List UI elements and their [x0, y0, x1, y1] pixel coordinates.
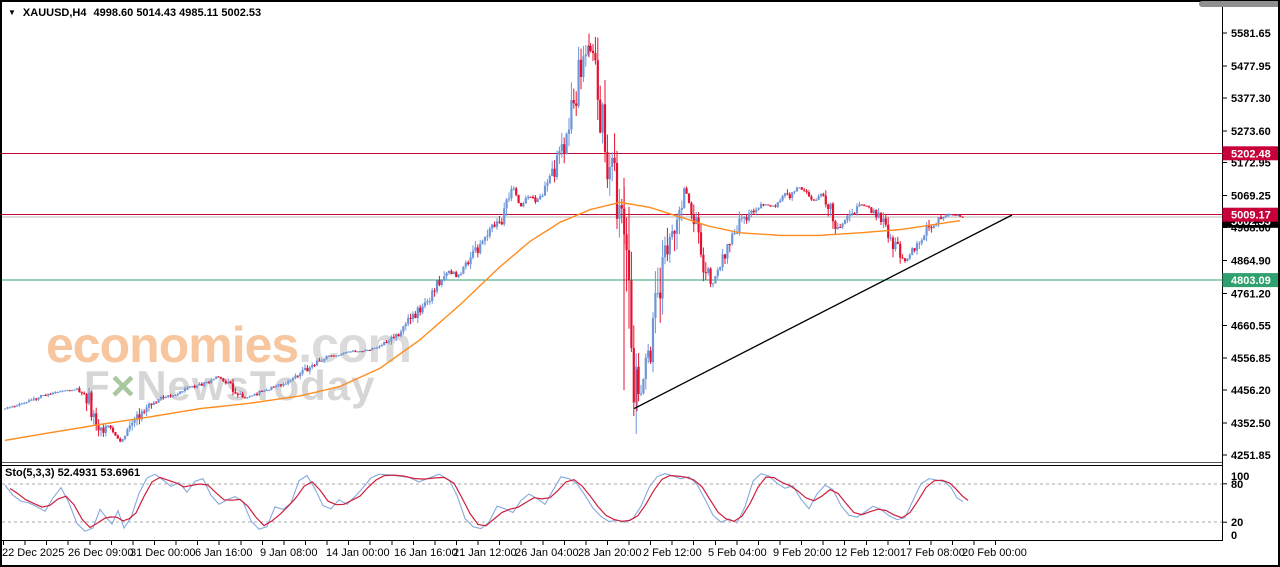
price-tick-label: 5377.30	[1231, 93, 1271, 105]
symbol-timeframe-label: XAUUSD,H4	[22, 7, 87, 19]
time-tick-label: 9 Jan 08:00	[260, 547, 318, 559]
time-tick-label: 28 Jan 20:00	[578, 547, 642, 559]
time-tick-label: 22 Dec 2025	[2, 547, 64, 559]
price-tick-label: 5069.25	[1231, 191, 1271, 203]
price-tag-resistance	[1222, 207, 1280, 222]
price-tick-label: 4456.20	[1231, 385, 1271, 397]
time-tick-label: 9 Feb 20:00	[773, 547, 832, 559]
price-tick-label: 4660.55	[1231, 320, 1271, 332]
stoch-scale-label: 100	[1231, 471, 1249, 483]
price-tick-label: 5477.95	[1231, 61, 1271, 73]
time-tick-label: 6 Jan 16:00	[195, 547, 253, 559]
time-tick-label: 2 Feb 12:00	[643, 547, 702, 559]
top-scrollbar-strip[interactable]	[1199, 1, 1278, 7]
price-tick-label: 5172.95	[1231, 158, 1271, 170]
price-tick-label: 5273.60	[1231, 126, 1271, 138]
time-tick-label: 26 Dec 09:00	[68, 547, 133, 559]
time-tick-label: 31 Dec 00:00	[130, 547, 195, 559]
time-tick-label: 14 Jan 00:00	[326, 547, 390, 559]
time-tick-label: 5 Feb 04:00	[708, 547, 767, 559]
time-tick-label: 12 Feb 12:00	[835, 547, 900, 559]
ascending-trendline[interactable]	[633, 214, 1013, 410]
price-tick-label: 4556.85	[1231, 353, 1271, 365]
price-tick-label: 4251.85	[1231, 450, 1271, 462]
time-tick-label: 16 Jan 16:00	[394, 547, 458, 559]
time-tick-label: 21 Jan 12:00	[453, 547, 517, 559]
price-tick-label: 4761.20	[1231, 288, 1271, 300]
candlestick-series	[3, 36, 964, 443]
stochastic-label: Sto(5,3,3) 52.4931 53.6961	[5, 467, 141, 479]
time-tick-label: 20 Feb 00:00	[962, 547, 1027, 559]
ohlc-readout: 4998.60 5014.43 4985.11 5002.53	[93, 7, 262, 19]
moving-average-line	[4, 201, 961, 442]
price-tick-label: 5581.65	[1231, 28, 1271, 40]
price-tick-label: 4352.50	[1231, 418, 1271, 430]
symbol-dropdown-icon[interactable]: ▼	[8, 8, 16, 17]
price-tag-label: 5202.48	[1231, 148, 1271, 160]
chart-header: ▼ XAUUSD,H4 4998.60 5014.43 4985.11 5002…	[8, 7, 261, 19]
time-tick-label: 26 Jan 04:00	[515, 547, 579, 559]
price-tag-label: 4803.09	[1231, 275, 1271, 287]
price-tick-label: 4864.90	[1231, 256, 1271, 268]
stoch-scale-label: 20	[1231, 517, 1243, 529]
price-tag-support	[1222, 273, 1280, 288]
time-tick-label: 17 Feb 08:00	[900, 547, 965, 559]
stochastic-d-line	[9, 474, 969, 529]
stoch-scale-label: 0	[1231, 530, 1237, 542]
price-tag-resistance	[1222, 146, 1280, 161]
stoch-scale-label: 80	[1231, 479, 1243, 491]
stochastic-k-line	[4, 472, 964, 532]
price-tag-label: 5009.17	[1231, 210, 1271, 222]
